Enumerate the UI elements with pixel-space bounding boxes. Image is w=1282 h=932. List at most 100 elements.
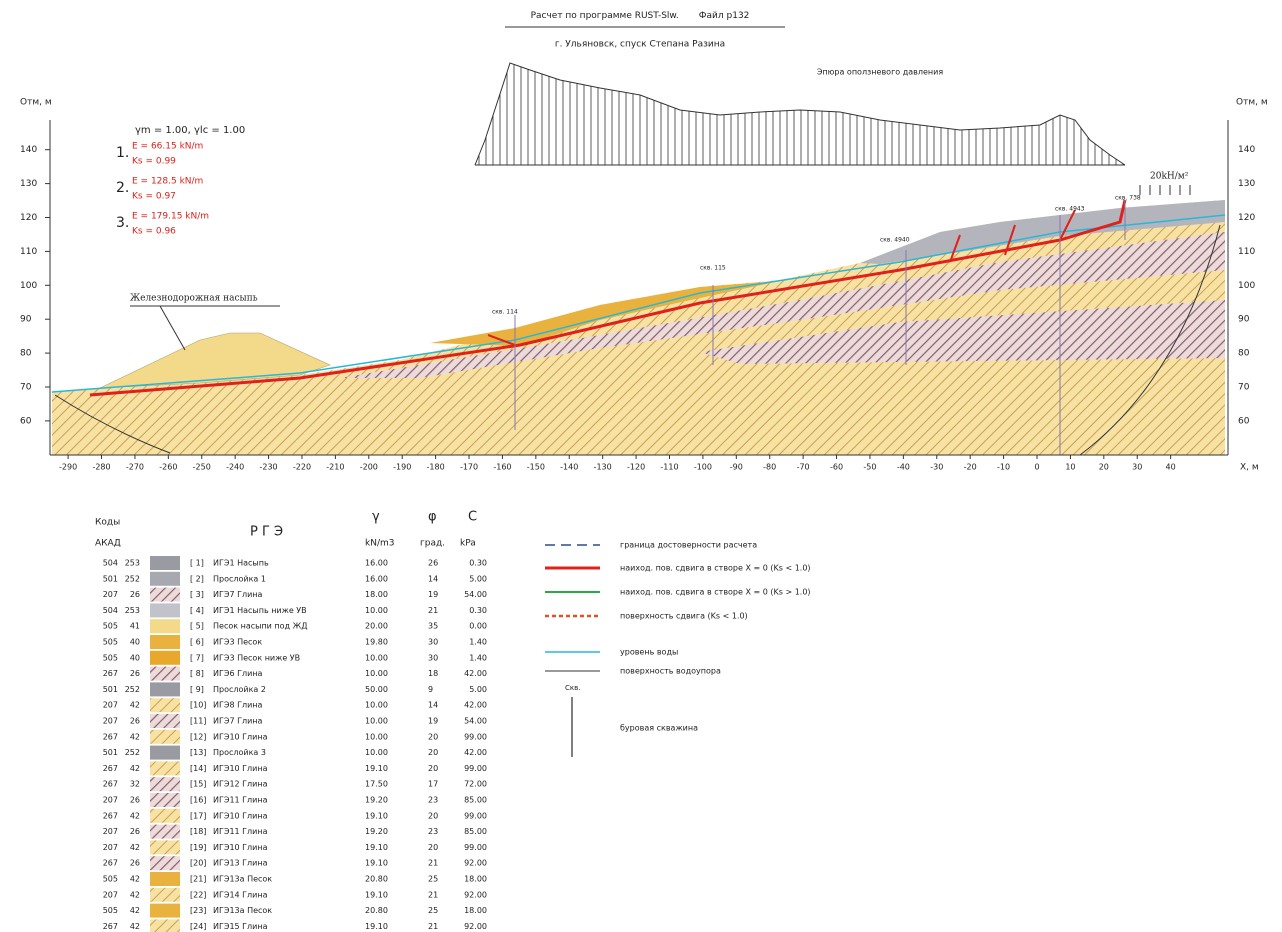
table-cell: 253 — [125, 606, 140, 615]
swatch — [150, 666, 180, 681]
result-e: E = 66.15 kN/m — [132, 142, 203, 152]
y-tick-label: 70 — [20, 383, 32, 393]
y-tick-label: 60 — [20, 416, 32, 426]
table-cell: 26 — [428, 559, 438, 568]
table-cell: Прослойка 3 — [213, 748, 266, 757]
table-cell: 26 — [130, 669, 140, 678]
table-cell: ИГЭ11 Глина — [213, 796, 268, 805]
aquiclude — [54, 224, 1221, 456]
borehole-label: скв. 115 — [700, 265, 726, 272]
sand-layer — [430, 281, 780, 346]
table-cell: 252 — [125, 685, 140, 694]
table-cell: 505 — [103, 875, 118, 884]
table-cell: 42.00 — [464, 701, 487, 710]
table-cell: 253 — [125, 559, 140, 568]
y-tick-label: 80 — [20, 349, 32, 359]
result-number: 2. — [116, 180, 129, 196]
result-e: E = 179.15 kN/m — [132, 212, 209, 222]
table-cell: Песок насыпи под ЖД — [213, 622, 308, 631]
table-cell: ИГЭ13а Песок — [213, 906, 272, 915]
table-cell: 20 — [428, 843, 438, 852]
epure-title: Эпюра оползневого давления — [817, 68, 943, 77]
table-cell: 26 — [130, 796, 140, 805]
y-tick-label: 100 — [20, 281, 37, 291]
table-cell: 42 — [130, 890, 140, 899]
x-tick-label: -190 — [393, 463, 411, 472]
table-header: град. — [420, 539, 445, 549]
x-tick-label: -50 — [863, 463, 876, 472]
table-cell: 42 — [130, 732, 140, 741]
table-cell: 42 — [130, 811, 140, 820]
x-tick-label: -90 — [730, 463, 743, 472]
table-cell: [24] — [190, 922, 206, 931]
table-cell: ИГЭ13а Песок — [213, 875, 272, 884]
y-tick-label: 120 — [20, 213, 37, 223]
legend-label: поверхность водоупора — [620, 667, 721, 676]
swatch — [150, 824, 180, 839]
swatch — [150, 840, 180, 855]
table-cell: 42 — [130, 843, 140, 852]
table-cell: [13] — [190, 748, 206, 757]
table-cell: 252 — [125, 748, 140, 757]
y-tick-label: 90 — [20, 315, 32, 325]
swatch — [150, 682, 180, 697]
borehole-label: скв. 114 — [492, 309, 518, 316]
table-cell: [ 2] — [190, 574, 204, 583]
swatch — [150, 635, 180, 649]
table-cell: 504 — [103, 559, 118, 568]
x-tick-label: -200 — [360, 463, 378, 472]
table-cell: 5.00 — [469, 574, 487, 583]
x-tick-label: -30 — [930, 463, 943, 472]
y-label-left: Отм, м — [20, 98, 52, 108]
table-cell: 267 — [103, 859, 118, 868]
x-tick-label: -130 — [594, 463, 612, 472]
file-name: Файл p132 — [699, 11, 750, 21]
title: Расчет по программе RUST-Slw. Файл p132 — [531, 11, 750, 21]
table-cell: 19 — [428, 717, 438, 726]
results: 1. E = 66.15 kN/m Ks = 0.99 2. E = 128.5 kN/… — [116, 142, 209, 237]
swatch — [150, 698, 180, 713]
table-cell: 72.00 — [464, 780, 487, 789]
table-cell: ИГЭ1 Насыпь — [213, 559, 269, 568]
table-cell: 25 — [428, 875, 438, 884]
table-cell: [10] — [190, 701, 206, 710]
swatch — [150, 745, 180, 760]
table-cell: [16] — [190, 796, 206, 805]
table-header: АКАД — [95, 539, 121, 549]
slip-surface — [89, 199, 1127, 397]
epure — [474, 62, 1126, 166]
table-cell: 20.00 — [365, 622, 388, 631]
table-cell: 19.10 — [365, 859, 388, 868]
table-cell: 99.00 — [464, 843, 487, 852]
table-cell: [ 1] — [190, 559, 204, 568]
table-cell: 0.30 — [469, 606, 487, 615]
legend-borehole-mark: Скв. — [565, 684, 580, 692]
table-cell: 54.00 — [464, 717, 487, 726]
x-tick-label: -10 — [997, 463, 1010, 472]
table-cell: ИГЭ3 Песок — [213, 638, 262, 647]
table-cell: ИГЭ11 Глина — [213, 827, 268, 836]
x-tick-label: -210 — [326, 463, 344, 472]
table-cell: 5.00 — [469, 685, 487, 694]
table-cell: 40 — [130, 638, 140, 647]
load-label: 20kH/м² — [1150, 172, 1189, 182]
x-tick-label: -70 — [797, 463, 810, 472]
table-cell: 267 — [103, 764, 118, 773]
table-cell: ИГЭ10 Глина — [213, 764, 268, 773]
borehole-label: скв. 4940 — [880, 237, 910, 244]
x-tick-label: -40 — [897, 463, 910, 472]
table-cell: 20 — [428, 811, 438, 820]
x-tick-label: -280 — [92, 463, 110, 472]
table-cell: 42 — [130, 906, 140, 915]
swatch — [150, 872, 180, 886]
table-cell: 10.00 — [365, 653, 388, 662]
table-cell: 505 — [103, 653, 118, 662]
legend-label: буровая скважина — [620, 724, 698, 733]
y-tick-label: 130 — [20, 179, 37, 189]
boreholes — [514, 200, 1126, 455]
y-tick-label: 100 — [1238, 281, 1255, 291]
table-cell: [ 8] — [190, 669, 204, 678]
swatch — [150, 903, 180, 918]
